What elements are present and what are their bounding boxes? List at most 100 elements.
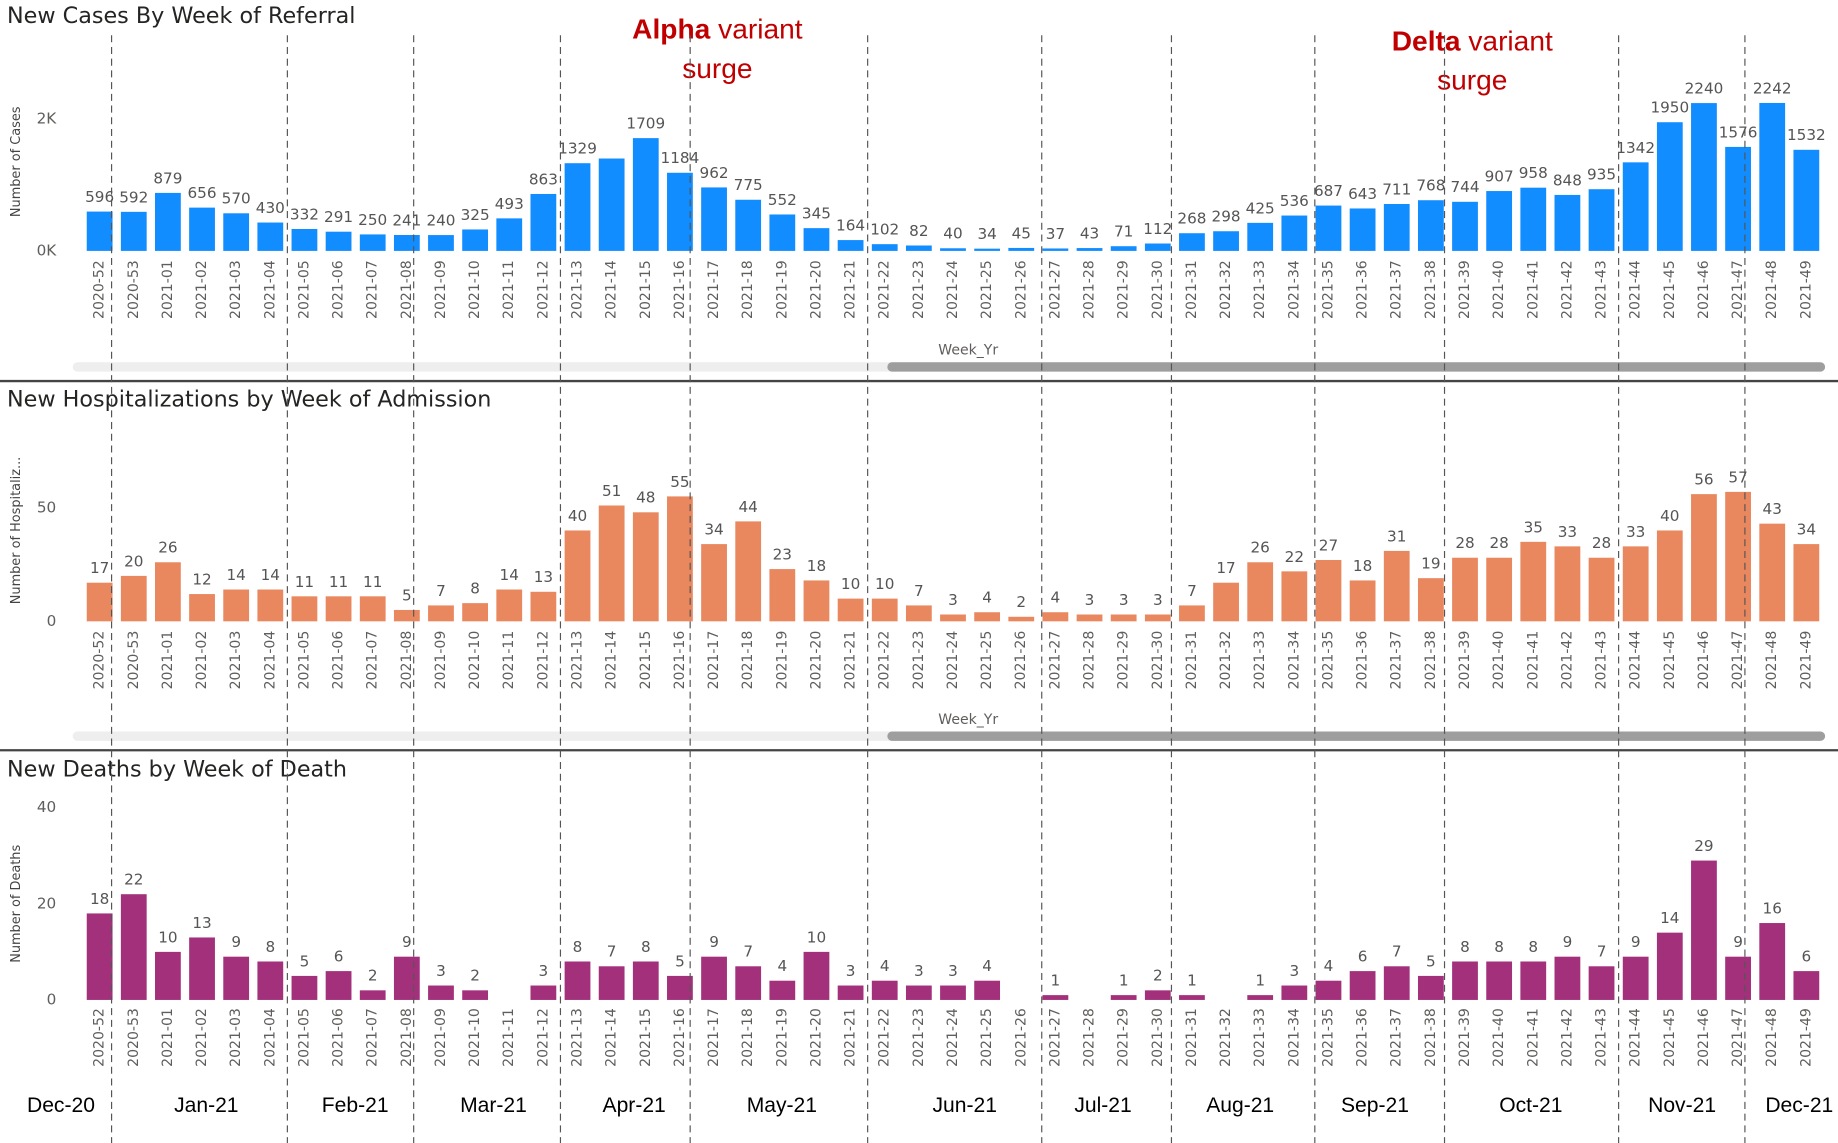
data-label: 8 bbox=[641, 938, 651, 956]
data-label: 14 bbox=[226, 566, 245, 584]
data-label: 40 bbox=[1660, 507, 1679, 525]
data-label: 14 bbox=[261, 566, 280, 584]
bar bbox=[1554, 194, 1581, 251]
x-tick-label: 2021-37 bbox=[1389, 1008, 1405, 1067]
x-tick-label: 2021-26 bbox=[1013, 1008, 1029, 1067]
data-label: 34 bbox=[704, 521, 723, 539]
x-tick-label: 2021-26 bbox=[1013, 631, 1029, 690]
bar bbox=[803, 580, 830, 622]
data-label: 5 bbox=[402, 586, 412, 604]
data-label: 592 bbox=[119, 188, 148, 206]
bar bbox=[1417, 200, 1444, 251]
y-tick-label: 20 bbox=[37, 894, 56, 912]
x-tick-label: 2021-43 bbox=[1594, 260, 1610, 319]
bar bbox=[837, 985, 864, 1000]
data-label: 241 bbox=[392, 211, 421, 229]
data-label: 55 bbox=[670, 473, 689, 491]
bar bbox=[428, 605, 454, 622]
annotation: Alpha variant bbox=[632, 14, 803, 45]
x-tick-label: 2021-48 bbox=[1764, 631, 1780, 690]
x-tick-label: 2021-43 bbox=[1594, 631, 1610, 690]
data-label: 13 bbox=[192, 914, 211, 932]
data-label: 240 bbox=[426, 212, 455, 230]
data-label: 1 bbox=[1051, 972, 1061, 990]
x-tick-label: 2021-19 bbox=[774, 631, 790, 690]
bar bbox=[667, 975, 693, 1000]
x-tick-label: 2021-16 bbox=[672, 260, 688, 319]
data-label: 3 bbox=[1153, 591, 1163, 609]
month-label: Apr-21 bbox=[603, 1094, 666, 1117]
x-tick-label: 2021-40 bbox=[1491, 1008, 1507, 1067]
data-label: 1342 bbox=[1616, 139, 1655, 157]
x-tick-label: 2021-27 bbox=[1047, 260, 1063, 319]
x-tick-label: 2021-11 bbox=[501, 260, 517, 319]
y-axis-title: Number of Deaths bbox=[9, 845, 24, 963]
bar bbox=[189, 594, 215, 622]
x-tick-label: 2021-25 bbox=[979, 260, 995, 319]
bar bbox=[1759, 523, 1786, 622]
x-tick-label: 2021-41 bbox=[1525, 631, 1541, 690]
data-label: 10 bbox=[841, 575, 860, 593]
x-tick-label: 2021-32 bbox=[1218, 631, 1234, 690]
bar bbox=[974, 612, 1001, 622]
data-label: 9 bbox=[1733, 933, 1743, 951]
x-tick-label: 2021-47 bbox=[1730, 260, 1746, 319]
data-label: 5 bbox=[1426, 952, 1436, 970]
x-tick-label: 2021-04 bbox=[262, 1008, 278, 1067]
bar bbox=[223, 589, 250, 622]
bar bbox=[1383, 203, 1410, 251]
x-tick-label: 2021-41 bbox=[1525, 1008, 1541, 1067]
bar bbox=[257, 961, 284, 1000]
data-label: 22 bbox=[124, 871, 143, 889]
bar bbox=[291, 228, 318, 251]
data-label: 536 bbox=[1280, 192, 1309, 210]
annotation-line2: surge bbox=[682, 53, 752, 84]
x-tick-label: 2021-02 bbox=[194, 1008, 210, 1067]
x-tick-label: 2021-28 bbox=[1082, 260, 1098, 319]
data-label: 325 bbox=[461, 206, 490, 224]
x-tick-label: 2020-53 bbox=[126, 631, 142, 690]
bar bbox=[803, 951, 830, 1000]
x-tick-label: 2021-01 bbox=[160, 631, 176, 690]
bar bbox=[1622, 162, 1649, 251]
x-tick-label: 2021-20 bbox=[808, 1008, 824, 1067]
month-label: May-21 bbox=[747, 1094, 817, 1117]
x-tick-label: 2021-02 bbox=[194, 260, 210, 319]
bar bbox=[1042, 612, 1069, 622]
data-label: 962 bbox=[700, 164, 729, 182]
x-tick-label: 2021-08 bbox=[399, 1008, 415, 1067]
x-tick-label: 2021-34 bbox=[1286, 260, 1302, 319]
data-label: 16 bbox=[1763, 899, 1782, 917]
bar bbox=[1417, 578, 1444, 622]
data-label: 71 bbox=[1114, 223, 1133, 241]
x-tick-label: 2021-27 bbox=[1047, 631, 1063, 690]
bar bbox=[1486, 557, 1513, 622]
bar bbox=[1486, 961, 1513, 1000]
x-tick-label: 2021-34 bbox=[1286, 631, 1302, 690]
bar bbox=[1691, 494, 1717, 622]
x-tick-label: 2021-10 bbox=[467, 631, 483, 690]
bar bbox=[1588, 966, 1615, 1000]
data-label: 332 bbox=[290, 205, 319, 223]
x-tick-label: 2020-53 bbox=[126, 260, 142, 319]
data-label: 6 bbox=[334, 948, 344, 966]
bar bbox=[905, 605, 932, 622]
data-label: 7 bbox=[436, 582, 446, 600]
bar bbox=[462, 990, 489, 1000]
x-tick-label: 2021-07 bbox=[365, 1008, 381, 1067]
data-label: 51 bbox=[602, 482, 621, 500]
x-tick-label: 2021-17 bbox=[706, 631, 722, 690]
data-label: 20 bbox=[124, 552, 143, 570]
y-tick-label: 50 bbox=[37, 498, 56, 516]
bar bbox=[1622, 956, 1649, 1000]
bar bbox=[1315, 559, 1342, 622]
bar bbox=[325, 971, 352, 1000]
data-label: 8 bbox=[1460, 938, 1470, 956]
x-tick-label: 2021-22 bbox=[877, 1008, 893, 1067]
bar bbox=[1008, 247, 1035, 251]
data-label: 493 bbox=[495, 195, 524, 213]
x-tick-label: 2021-19 bbox=[774, 1008, 790, 1067]
data-label: 14 bbox=[500, 566, 519, 584]
bar bbox=[769, 569, 796, 622]
x-tick-label: 2021-04 bbox=[262, 631, 278, 690]
